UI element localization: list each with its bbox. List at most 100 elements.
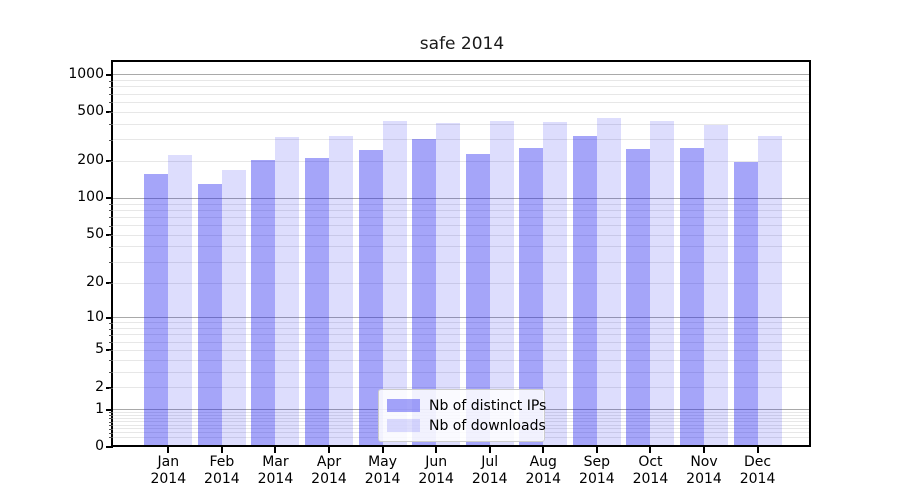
gridline-minor <box>113 209 811 211</box>
y-tick-mark <box>106 197 113 200</box>
y-minor-tick-mark <box>109 161 113 163</box>
x-tick-label-sep: Sep 2014 <box>579 454 615 487</box>
y-minor-tick-mark <box>109 372 113 374</box>
x-tick-mark <box>435 447 438 453</box>
gridline-minor <box>113 123 811 125</box>
y-tick-mark <box>106 408 113 411</box>
y-minor-tick-mark <box>109 418 113 420</box>
y-minor-tick-mark <box>109 421 113 423</box>
bar-distinct-ips-dec <box>733 161 758 447</box>
x-tick-label-feb: Feb 2014 <box>204 454 240 487</box>
y-minor-tick-mark <box>109 217 113 219</box>
bar-downloads-aug <box>543 121 568 447</box>
bar-distinct-ips-oct <box>626 148 651 447</box>
y-tick-label: 1 <box>95 400 104 417</box>
y-tick-mark <box>106 73 113 76</box>
gridline-minor <box>113 371 811 373</box>
bar-downloads-sep <box>596 117 621 447</box>
gridline-minor <box>113 160 811 162</box>
y-minor-tick-mark <box>109 86 113 88</box>
y-minor-tick-mark <box>109 246 113 248</box>
bar-downloads-oct <box>650 120 675 447</box>
bar-downloads-mar <box>275 137 300 447</box>
y-minor-tick-mark <box>109 412 113 414</box>
gridline-minor <box>113 359 811 361</box>
y-minor-tick-mark <box>109 350 113 352</box>
x-tick-mark <box>649 447 652 453</box>
gridline-minor <box>113 86 811 88</box>
x-tick-mark <box>703 447 705 453</box>
x-tick-label-oct: Oct 2014 <box>632 454 669 487</box>
gridline-minor <box>113 349 811 351</box>
x-tick-mark <box>167 447 170 453</box>
y-minor-tick-mark <box>109 139 113 141</box>
legend-swatch-downloads <box>387 419 420 432</box>
gridline-minor <box>113 387 811 389</box>
x-tick-label-aug: Aug 2014 <box>525 454 562 487</box>
y-minor-tick-mark <box>109 328 113 330</box>
y-minor-tick-mark <box>109 225 113 227</box>
gridline-minor <box>113 203 811 205</box>
x-tick-label-may: May 2014 <box>364 454 401 487</box>
legend-swatch-distinct-ips <box>387 399 420 412</box>
bar-distinct-ips-feb <box>197 184 222 447</box>
y-minor-tick-mark <box>109 94 113 96</box>
x-tick-mark <box>328 447 330 453</box>
bar-distinct-ips-sep <box>572 135 597 447</box>
x-tick-mark <box>220 447 223 453</box>
x-tick-label-dec: Dec 2014 <box>739 454 776 487</box>
y-minor-tick-mark <box>109 437 113 439</box>
x-tick-label-jan: Jan 2014 <box>150 454 187 487</box>
y-tick-mark <box>106 446 113 448</box>
gridline-minor <box>113 234 811 236</box>
bar-downloads-nov <box>704 125 728 447</box>
gridline-minor <box>113 341 811 343</box>
x-tick-label-jun: Jun 2014 <box>418 454 454 487</box>
gridline-major <box>113 197 811 199</box>
bar-distinct-ips-jan <box>144 174 169 447</box>
gridline-minor <box>113 322 811 324</box>
x-tick-mark <box>756 447 759 453</box>
y-tick-label: 10 <box>86 308 104 325</box>
y-tick-label: 5 <box>95 341 104 358</box>
x-tick-label-apr: Apr 2014 <box>311 454 347 487</box>
bar-downloads-dec <box>757 136 782 447</box>
gridline-minor <box>113 261 811 263</box>
y-minor-tick-mark <box>109 80 113 82</box>
x-tick-mark <box>274 447 277 453</box>
legend: Nb of distinct IPs Nb of downloads <box>378 389 546 442</box>
y-minor-tick-mark <box>109 210 113 212</box>
y-tick-label: 50 <box>86 226 104 243</box>
gridline-minor <box>113 246 811 248</box>
legend-item-distinct-ips: Nb of distinct IPs <box>387 396 546 415</box>
y-minor-tick-mark <box>109 262 113 264</box>
bar-distinct-ips-apr <box>305 157 329 447</box>
x-tick-mark <box>488 447 491 453</box>
y-minor-tick-mark <box>109 124 113 126</box>
bar-downloads-apr <box>329 135 353 447</box>
gridline-minor <box>113 216 811 218</box>
gridline-minor <box>113 282 811 284</box>
gridline-major <box>113 317 811 319</box>
gridline-minor <box>113 225 811 227</box>
y-minor-tick-mark <box>109 102 113 104</box>
y-minor-tick-mark <box>109 425 113 427</box>
y-minor-tick-mark <box>109 428 113 430</box>
y-tick-label: 1000 <box>68 65 104 82</box>
bar-downloads-feb <box>221 170 246 447</box>
gridline-major <box>113 74 811 76</box>
gridline-minor <box>113 328 811 330</box>
x-tick-mark <box>381 447 384 453</box>
bar-downloads-jan <box>168 155 193 447</box>
y-tick-label: 2 <box>95 378 104 395</box>
y-tick-label: 20 <box>86 274 104 290</box>
y-minor-tick-mark <box>109 112 113 114</box>
y-minor-tick-mark <box>109 204 113 206</box>
y-minor-tick-mark <box>109 415 113 417</box>
y-minor-tick-mark <box>109 235 113 237</box>
bar-distinct-ips-nov <box>680 147 704 447</box>
y-minor-tick-mark <box>109 342 113 344</box>
legend-item-downloads: Nb of downloads <box>387 416 546 435</box>
y-tick-label: 200 <box>77 152 104 169</box>
